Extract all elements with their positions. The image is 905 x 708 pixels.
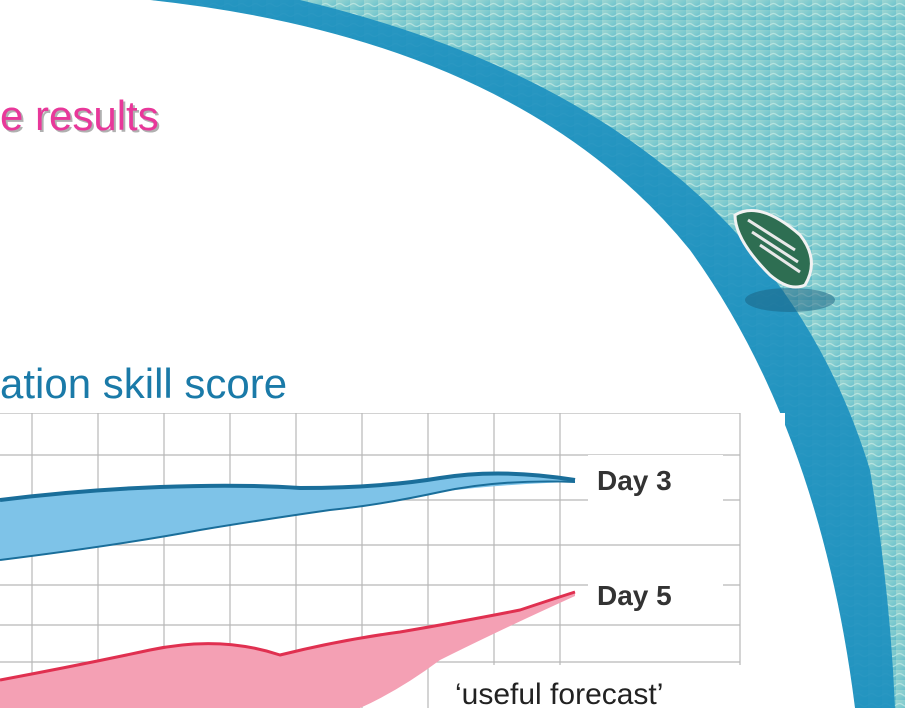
day3-band xyxy=(0,473,575,560)
boat xyxy=(733,209,835,312)
day3-line xyxy=(0,471,576,502)
day5-line xyxy=(0,590,576,682)
day5-band xyxy=(0,592,575,708)
subtitle: ation skill score xyxy=(0,360,287,407)
label-day5: Day 5 xyxy=(597,580,672,611)
annotation: ‘useful forecast’ xyxy=(455,678,663,708)
title: e results xyxy=(0,92,159,139)
title-shadow: e results xyxy=(2,94,161,141)
label-day3: Day 3 xyxy=(597,465,672,496)
day3-lower xyxy=(0,480,576,561)
chart: Day 3 Day 5 ‘useful forecast’ xyxy=(0,413,785,708)
